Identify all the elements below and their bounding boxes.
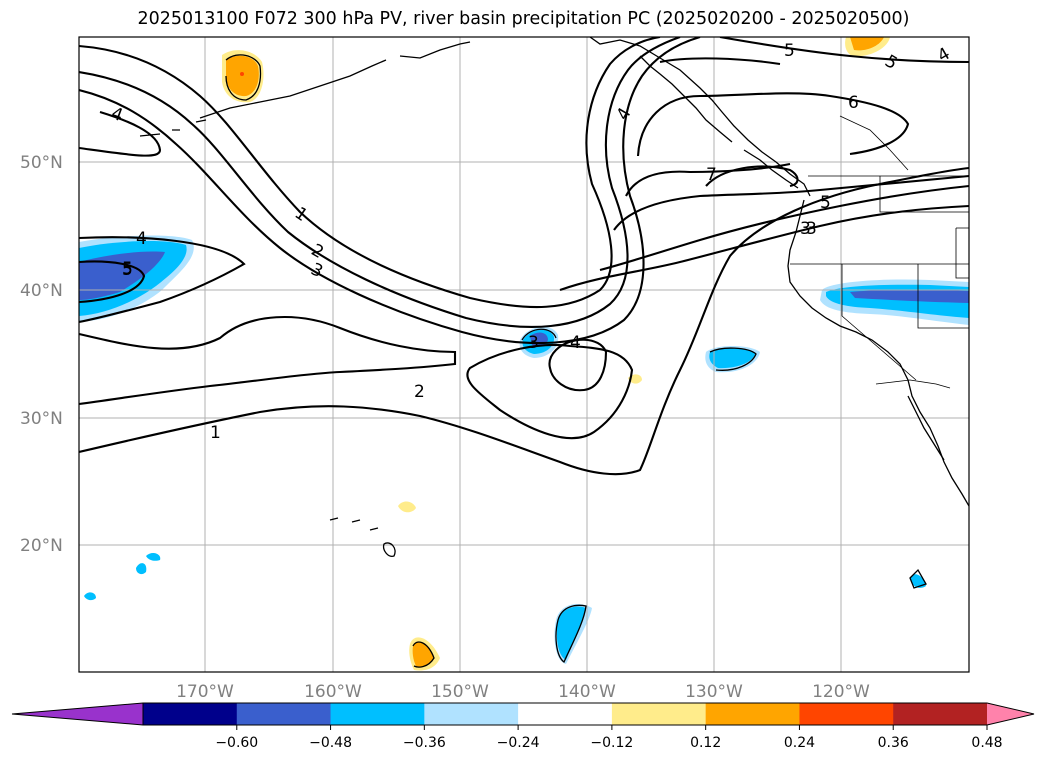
colorbar-cell bbox=[143, 703, 238, 725]
contour-label: 5 bbox=[784, 41, 795, 61]
colorbar-cell bbox=[518, 703, 613, 725]
colorbar-ticks: −0.60 −0.48 −0.36 −0.24 −0.12 0.12 0.24 0.36 0.4… bbox=[215, 725, 1003, 751]
lon-label: 150°W bbox=[431, 682, 489, 702]
lat-label: 30°N bbox=[20, 409, 63, 429]
contour-label: 5 bbox=[122, 260, 133, 280]
colorbar-tick-label: −0.60 bbox=[215, 735, 258, 751]
chart-title: 2025013100 F072 300 hPa PV, river basin … bbox=[137, 9, 910, 29]
colorbar-cell bbox=[893, 703, 988, 725]
lat-label: 40°N bbox=[20, 281, 63, 301]
map-frame bbox=[78, 36, 970, 673]
colorbar-cell bbox=[799, 703, 894, 725]
gridlines bbox=[79, 37, 969, 672]
contour-label: 3 bbox=[800, 219, 811, 239]
lon-label: 120°W bbox=[812, 682, 870, 702]
map-background bbox=[79, 37, 969, 672]
longitude-labels: 170°W 160°W 150°W 140°W 130°W 120°W bbox=[176, 682, 870, 702]
lon-label: 130°W bbox=[685, 682, 743, 702]
colorbar-extend-high bbox=[987, 703, 1034, 725]
latitude-labels: 50°N 40°N 30°N 20°N bbox=[20, 153, 63, 556]
borders bbox=[790, 115, 969, 389]
lon-label: 170°W bbox=[176, 682, 234, 702]
colorbar-tick-label: −0.12 bbox=[590, 735, 633, 751]
colorbar-cells bbox=[12, 703, 1034, 725]
colorbar: −0.60 −0.48 −0.36 −0.24 −0.12 0.12 0.24 0.36 0.4… bbox=[11, 702, 1035, 751]
contour-label: 2 bbox=[414, 382, 425, 402]
contour-label: 7 bbox=[706, 165, 717, 185]
colorbar-tick-label: 0.48 bbox=[971, 735, 1002, 751]
contour-label: 5 bbox=[820, 193, 831, 213]
pv-contours bbox=[79, 37, 969, 476]
lon-label: 140°W bbox=[558, 682, 616, 702]
colorbar-tick-label: −0.36 bbox=[403, 735, 446, 751]
contour-label: 6 bbox=[848, 93, 859, 113]
colorbar-tick-label: 0.12 bbox=[690, 735, 721, 751]
precip-fills bbox=[79, 37, 969, 671]
lat-label: 20°N bbox=[20, 536, 63, 556]
contour-label: 5 bbox=[122, 259, 133, 279]
colorbar-tick-label: 0.36 bbox=[878, 735, 909, 751]
colorbar-cell bbox=[236, 703, 332, 725]
colorbar-tick-label: −0.48 bbox=[309, 735, 352, 751]
lon-label: 160°W bbox=[304, 682, 362, 702]
colorbar-cell bbox=[330, 703, 425, 725]
colorbar-cell bbox=[424, 703, 519, 725]
contour-label: 4 bbox=[136, 229, 147, 249]
lat-label: 50°N bbox=[20, 153, 63, 173]
colorbar-cell bbox=[705, 703, 800, 725]
contour-label: 1 bbox=[210, 423, 221, 443]
colorbar-tick-label: −0.24 bbox=[497, 735, 540, 751]
colorbar-outline bbox=[11, 702, 1035, 726]
contour-label: 3 bbox=[806, 219, 817, 239]
colorbar-cell bbox=[611, 703, 707, 725]
contour-label: 4 bbox=[570, 333, 581, 353]
colorbar-tick-label: 0.24 bbox=[784, 735, 815, 751]
contour-label: 3 bbox=[528, 333, 539, 353]
colorbar-extend-low bbox=[12, 703, 143, 725]
